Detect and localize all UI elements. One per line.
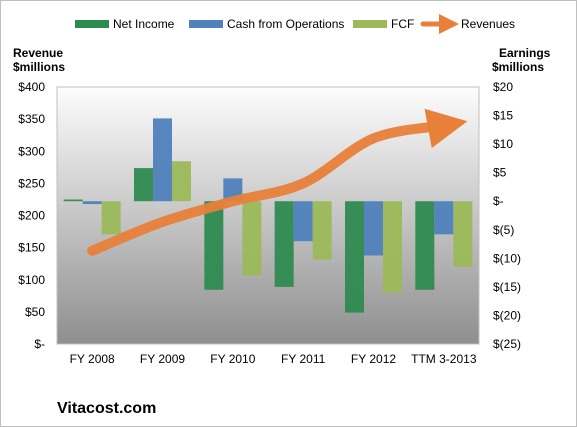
category-labels: FY 2008 FY 2009 FY 2010 FY 2011 FY 2012 TTM 3… xyxy=(70,352,477,366)
right-tick-label: $15 xyxy=(493,109,513,123)
legend-swatch-fcf xyxy=(353,20,387,28)
left-axis-title-line2: $millions xyxy=(13,60,65,74)
point-revenues-fy-2012 xyxy=(373,137,375,139)
category-label: FY 2012 xyxy=(351,352,396,366)
right-tick-label: $(15) xyxy=(493,280,521,294)
bar-fcf-fy-2010 xyxy=(242,201,262,276)
legend-label-cash-from-operations: Cash from Operations xyxy=(227,17,344,31)
left-tick-label: $250 xyxy=(18,176,45,190)
left-tick-label: $50 xyxy=(25,305,45,319)
right-axis-title: Earnings $millions xyxy=(492,46,551,74)
ticks-layer: $- $50 $100 $150 $200 $250 $300 $350 $400 $(25) $(… xyxy=(18,80,521,351)
bar-cash-from-operations-fy-2008 xyxy=(82,201,102,205)
bar-net-income-fy-2009 xyxy=(134,168,153,202)
bar-fcf-fy-2011 xyxy=(312,201,332,260)
bar-fcf-fy-2008 xyxy=(101,201,121,235)
left-tick-label: $300 xyxy=(18,144,45,158)
legend-swatch-net-income xyxy=(75,20,109,28)
category-label: TTM 3-2013 xyxy=(411,352,477,366)
legend-label-fcf: FCF xyxy=(391,17,414,31)
bar-cash-from-operations-fy-2009 xyxy=(153,118,172,202)
left-tick-label: $100 xyxy=(18,273,45,287)
legend-label-net-income: Net Income xyxy=(113,17,175,31)
point-revenues-ttm-3-2013 xyxy=(443,125,445,127)
right-axis-title-line1: Earnings xyxy=(499,46,551,60)
line-revenues xyxy=(87,108,468,256)
point-revenues-fy-2009 xyxy=(162,221,164,223)
point-revenues-fy-2011 xyxy=(302,182,304,184)
right-tick-label: $5 xyxy=(493,166,507,180)
bar-net-income-ttm-3-2013 xyxy=(415,201,435,290)
point-revenues-fy-2008 xyxy=(91,250,93,252)
bar-cash-from-operations-fy-2012 xyxy=(364,201,383,256)
left-tick-label: $350 xyxy=(18,112,45,126)
point-revenues-fy-2010 xyxy=(232,200,234,202)
bar-fcf-fy-2012 xyxy=(383,201,402,293)
left-tick-label: $- xyxy=(34,337,45,351)
bar-net-income-fy-2012 xyxy=(345,201,364,313)
category-label: FY 2009 xyxy=(140,352,185,366)
right-tick-label: $20 xyxy=(493,80,513,94)
legend-label-revenues: Revenues xyxy=(461,17,515,31)
bar-cash-from-operations-fy-2011 xyxy=(293,201,313,242)
category-label: FY 2010 xyxy=(210,352,255,366)
right-tick-label: $(20) xyxy=(493,308,521,322)
footer-brand: Vitacost.com xyxy=(57,400,156,417)
right-tick-label: $(5) xyxy=(493,223,514,237)
legend: Net Income Cash from Operations FCF Reve… xyxy=(75,14,515,34)
legend-swatch-cash-from-operations xyxy=(189,20,223,28)
left-tick-label: $150 xyxy=(18,241,45,255)
bars-layer xyxy=(63,118,473,313)
bar-net-income-fy-2010 xyxy=(204,201,224,290)
bar-net-income-fy-2008 xyxy=(63,199,83,202)
left-axis-title: Revenue $millions xyxy=(13,46,65,74)
right-tick-label: $10 xyxy=(493,137,513,151)
right-axis-title-line2: $millions xyxy=(492,60,544,74)
category-label: FY 2011 xyxy=(281,352,326,366)
right-tick-label: $- xyxy=(493,194,504,208)
bar-fcf-fy-2009 xyxy=(172,161,191,202)
bar-cash-from-operations-ttm-3-2013 xyxy=(434,201,454,235)
category-label: FY 2008 xyxy=(70,352,115,366)
line-layer xyxy=(87,108,468,256)
left-tick-label: $200 xyxy=(18,209,45,223)
bar-net-income-fy-2011 xyxy=(274,201,294,287)
right-tick-label: $(25) xyxy=(493,337,521,351)
left-axis-title-line1: Revenue xyxy=(13,46,63,60)
left-tick-label: $400 xyxy=(18,80,45,94)
bar-fcf-ttm-3-2013 xyxy=(453,201,473,267)
right-tick-label: $(10) xyxy=(493,251,521,265)
